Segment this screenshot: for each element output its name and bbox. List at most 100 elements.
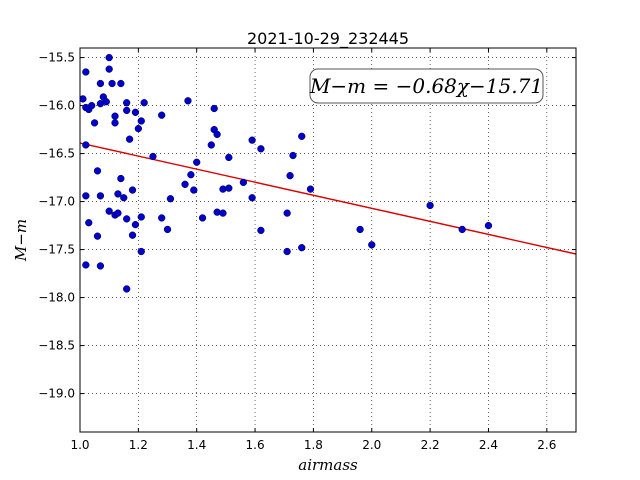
plot-frame xyxy=(79,47,577,433)
data-point xyxy=(426,201,434,210)
chart-title: 2021-10-29_232445 xyxy=(247,29,409,49)
data-point xyxy=(458,225,466,234)
data-point xyxy=(207,141,215,149)
data-point xyxy=(82,192,90,200)
data-point xyxy=(85,219,93,227)
data-point xyxy=(117,79,125,88)
y-tick-label: −16.0 xyxy=(38,99,75,113)
x-tick-label: 1.6 xyxy=(246,438,265,452)
data-point xyxy=(128,186,137,194)
x-tick-label: 1.8 xyxy=(304,438,323,452)
data-point xyxy=(131,220,140,229)
data-point xyxy=(248,194,256,202)
data-point xyxy=(90,119,99,127)
data-point xyxy=(210,104,218,113)
data-point xyxy=(140,99,148,107)
data-point xyxy=(105,207,113,215)
y-tick-label: −15.5 xyxy=(38,51,75,65)
data-point xyxy=(193,158,201,166)
data-point xyxy=(123,106,131,115)
data-point xyxy=(239,178,248,187)
data-point xyxy=(120,194,128,202)
data-point xyxy=(123,285,131,293)
data-point xyxy=(137,117,145,125)
data-point xyxy=(158,214,166,222)
data-point xyxy=(96,192,105,200)
y-tick-label: −18.0 xyxy=(38,291,75,305)
data-point xyxy=(96,79,105,88)
data-point xyxy=(356,225,364,234)
data-point xyxy=(149,152,157,161)
y-tick-label: −17.5 xyxy=(38,243,75,257)
data-point xyxy=(117,174,125,183)
data-point xyxy=(213,130,221,139)
data-point xyxy=(298,132,306,140)
x-tick-label: 1.2 xyxy=(129,438,148,452)
data-point xyxy=(137,213,145,221)
annotation-box xyxy=(309,68,544,104)
data-point xyxy=(108,79,116,88)
data-point xyxy=(166,195,175,203)
data-point xyxy=(198,214,207,222)
data-point xyxy=(105,65,113,73)
data-point xyxy=(158,111,166,119)
data-point xyxy=(219,209,227,217)
data-point xyxy=(123,99,131,107)
data-point xyxy=(93,232,102,240)
data-point xyxy=(184,97,192,105)
equation-annotation: M−m = −0.68χ−15.71 xyxy=(309,68,544,104)
y-axis-ticks: −15.5 −16.0 −16.5 −17.0 −17.5 −18.0 −18.5 −19.0 xyxy=(38,51,576,401)
data-point xyxy=(93,167,102,175)
x-axis-ticks: 1.0 1.2 1.4 1.6 1.8 2.0 2.2 2.4 2.6 xyxy=(70,48,556,452)
data-point xyxy=(137,247,145,256)
data-point xyxy=(102,98,110,106)
data-point xyxy=(181,180,189,188)
plot-content xyxy=(80,53,576,293)
data-point xyxy=(283,209,291,217)
y-tick-label: −19.0 xyxy=(38,387,75,401)
x-tick-label: 2.2 xyxy=(421,438,440,452)
data-point xyxy=(105,53,113,62)
data-point xyxy=(82,141,90,149)
y-tick-label: −17.0 xyxy=(38,195,75,209)
data-point xyxy=(82,68,90,76)
data-point xyxy=(111,112,119,120)
data-point xyxy=(163,225,172,234)
data-point xyxy=(125,135,134,143)
data-point xyxy=(82,261,90,269)
data-point xyxy=(128,231,137,239)
data-point xyxy=(248,136,256,144)
y-tick-label: −16.5 xyxy=(38,147,75,161)
data-point xyxy=(257,145,265,153)
data-point xyxy=(286,172,294,180)
data-point xyxy=(88,101,96,110)
x-tick-label: 2.6 xyxy=(537,438,556,452)
x-tick-label: 2.4 xyxy=(479,438,498,452)
data-point xyxy=(298,244,306,252)
data-points xyxy=(80,53,493,293)
data-point xyxy=(225,184,233,192)
data-point xyxy=(225,153,233,162)
data-point xyxy=(123,215,131,223)
data-point xyxy=(283,247,291,256)
fit-line xyxy=(80,142,576,255)
data-point xyxy=(187,171,195,179)
data-point xyxy=(131,108,140,116)
data-point xyxy=(257,226,265,235)
grid xyxy=(79,48,576,432)
x-axis-label: airmass xyxy=(298,456,358,474)
data-point xyxy=(289,151,297,160)
data-point xyxy=(80,95,87,103)
x-tick-label: 1.0 xyxy=(70,438,89,452)
data-point xyxy=(368,241,376,249)
data-point xyxy=(114,209,122,217)
y-axis-label: M−m xyxy=(12,219,30,262)
data-point xyxy=(134,124,143,133)
annotation-text: M−m = −0.68χ−15.71 xyxy=(309,74,543,98)
data-point xyxy=(190,186,198,194)
x-tick-label: 1.4 xyxy=(187,438,206,452)
data-point xyxy=(96,262,105,270)
data-point xyxy=(484,221,493,230)
y-tick-label: −18.5 xyxy=(38,339,75,353)
